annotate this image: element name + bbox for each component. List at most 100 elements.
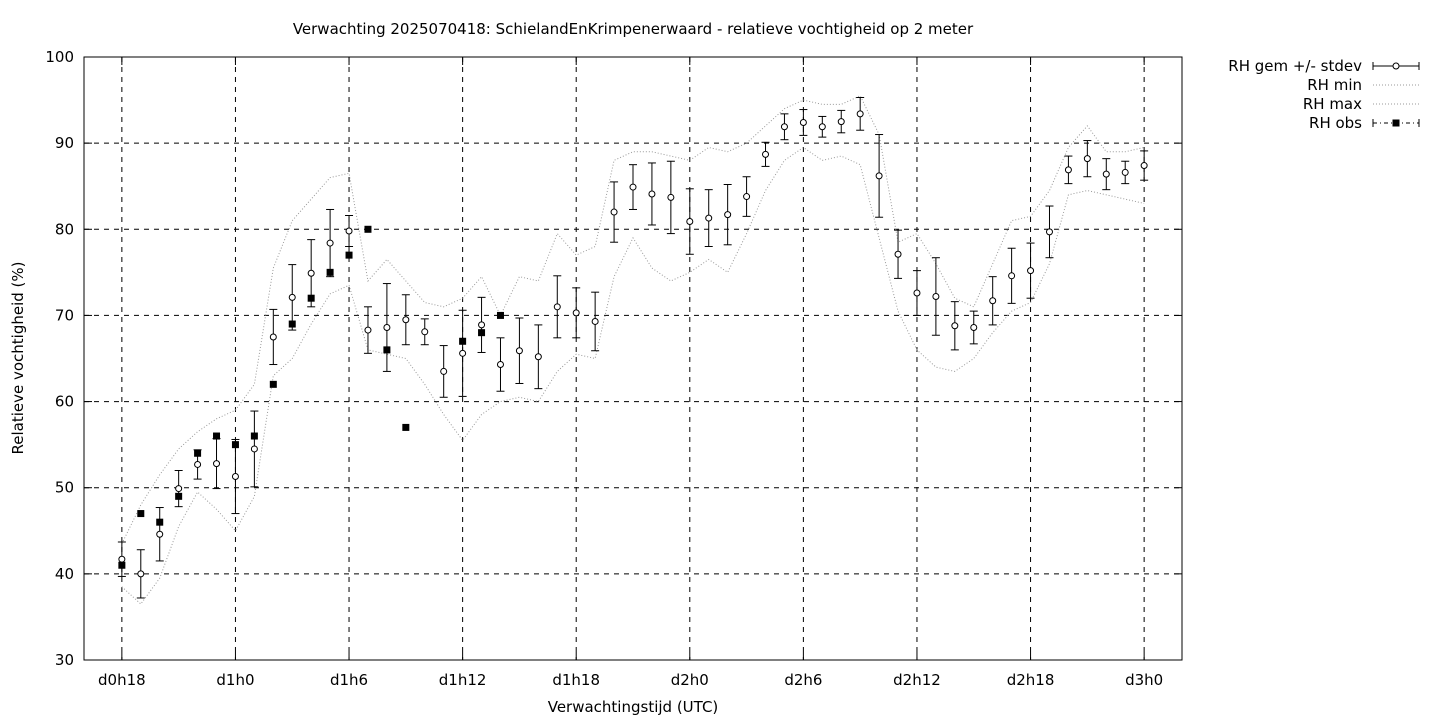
- rh-obs-point: [137, 510, 145, 518]
- rh-obs-point: [250, 432, 258, 440]
- rh-mean-point: [837, 118, 845, 126]
- y-tick-label: 50: [55, 479, 74, 497]
- rh-obs-point: [383, 346, 391, 354]
- x-tick-label: d1h0: [216, 671, 254, 689]
- rh-mean-point: [989, 297, 997, 305]
- rh-mean-point: [364, 326, 372, 334]
- y-tick-label: 80: [55, 220, 74, 238]
- rh-mean-point: [762, 150, 770, 158]
- x-axis-label: Verwachtingstijd (UTC): [548, 698, 719, 716]
- rh-mean-point: [345, 227, 353, 235]
- rh-mean-point: [1102, 170, 1110, 178]
- rh-obs-point: [156, 518, 164, 526]
- rh-mean-point: [118, 555, 126, 563]
- series-rh-mean: [117, 96, 1149, 599]
- x-tick-label: d2h18: [1007, 671, 1055, 689]
- rh-mean-point: [137, 570, 145, 578]
- rh-mean-point: [231, 473, 239, 481]
- legend-label-min: RH min: [1307, 76, 1362, 94]
- chart-title: Verwachting 2025070418: SchielandEnKrimp…: [293, 20, 974, 38]
- rh-obs-point: [402, 423, 410, 431]
- legend-label-obs: RH obs: [1309, 114, 1362, 132]
- rh-mean-point: [402, 316, 410, 324]
- rh-obs-point: [118, 561, 126, 569]
- rh-mean-point: [553, 303, 561, 311]
- legend-label-max: RH max: [1303, 95, 1362, 113]
- x-tick-label: d2h12: [893, 671, 941, 689]
- y-axis-ticks: 30 40 50 60 70 80 90 100: [45, 48, 1182, 669]
- rh-obs-point: [496, 311, 504, 319]
- rh-obs-point: [269, 380, 277, 388]
- rh-mean-point: [667, 193, 675, 201]
- rh-mean-point: [1064, 166, 1072, 174]
- rh-max-line: [121, 95, 1145, 544]
- rh-mean-point: [288, 293, 296, 301]
- rh-mean-point: [591, 317, 599, 325]
- rh-obs-point: [175, 492, 183, 500]
- rh-obs-point: [459, 337, 467, 345]
- rh-mean-point: [724, 211, 732, 219]
- rh-obs-point: [364, 225, 372, 233]
- rh-mean-point: [743, 193, 751, 201]
- rh-min-line: [121, 146, 1145, 605]
- rh-mean-point: [610, 208, 618, 216]
- rh-mean-point: [250, 445, 258, 453]
- y-tick-label: 90: [55, 134, 74, 152]
- x-tick-label: d2h6: [784, 671, 822, 689]
- rh-mean-point: [1083, 155, 1091, 163]
- rh-mean-point: [951, 322, 959, 330]
- y-tick-label: 40: [55, 565, 74, 583]
- rh-mean-point: [818, 123, 826, 131]
- rh-mean-point: [421, 328, 429, 336]
- series-rh-min: [121, 146, 1145, 605]
- rh-obs-point: [307, 294, 315, 302]
- y-tick-label: 30: [55, 651, 74, 669]
- y-axis-label: Relatieve vochtigheid (%): [9, 261, 27, 454]
- y-tick-label: 70: [55, 306, 74, 324]
- rh-mean-point: [572, 309, 580, 317]
- rh-mean-point: [156, 530, 164, 538]
- rh-obs-point: [231, 441, 239, 449]
- rh-obs-point: [326, 268, 334, 276]
- rh-mean-point: [1008, 272, 1016, 280]
- rh-mean-point: [894, 250, 902, 258]
- rh-mean-point: [629, 183, 637, 191]
- rh-mean-point: [478, 321, 486, 329]
- x-tick-label: d1h18: [552, 671, 600, 689]
- rh-mean-point: [875, 172, 883, 180]
- rh-mean-point: [496, 361, 504, 369]
- x-tick-label: d1h6: [330, 671, 368, 689]
- x-tick-label: d2h0: [671, 671, 709, 689]
- rh-mean-point: [1121, 168, 1129, 176]
- x-tick-label: d1h12: [439, 671, 487, 689]
- rh-mean-point: [194, 460, 202, 468]
- rh-mean-point: [307, 269, 315, 277]
- rh-mean-point: [213, 460, 221, 468]
- rh-mean-point: [1045, 228, 1053, 236]
- rh-mean-point: [515, 347, 523, 355]
- legend-sample-mean-point: [1392, 62, 1400, 70]
- x-tick-label: d3h0: [1125, 671, 1163, 689]
- rh-mean-point: [970, 323, 978, 331]
- rh-mean-point: [856, 110, 864, 118]
- rh-obs-point: [288, 320, 296, 328]
- rh-mean-point: [1027, 267, 1035, 275]
- rh-mean-point: [648, 190, 656, 198]
- rh-mean-point: [780, 123, 788, 131]
- rh-mean-point: [913, 289, 921, 297]
- series-rh-max: [121, 95, 1145, 544]
- rh-mean-point: [440, 367, 448, 375]
- rh-mean-point: [932, 292, 940, 300]
- series-rh-obs: [118, 225, 504, 569]
- rh-mean-point: [705, 214, 713, 222]
- rh-obs-point: [478, 329, 486, 337]
- rh-mean-point: [175, 485, 183, 493]
- rh-mean-point: [1140, 162, 1148, 170]
- x-axis-ticks: d0h18 d1h0 d1h6 d1h12 d1h18 d2h0 d2h6 d2h12 d2h1…: [98, 57, 1163, 689]
- y-tick-label: 100: [45, 48, 74, 66]
- x-tick-label: d0h18: [98, 671, 146, 689]
- rh-obs-point: [213, 432, 221, 440]
- rh-mean-point: [383, 323, 391, 331]
